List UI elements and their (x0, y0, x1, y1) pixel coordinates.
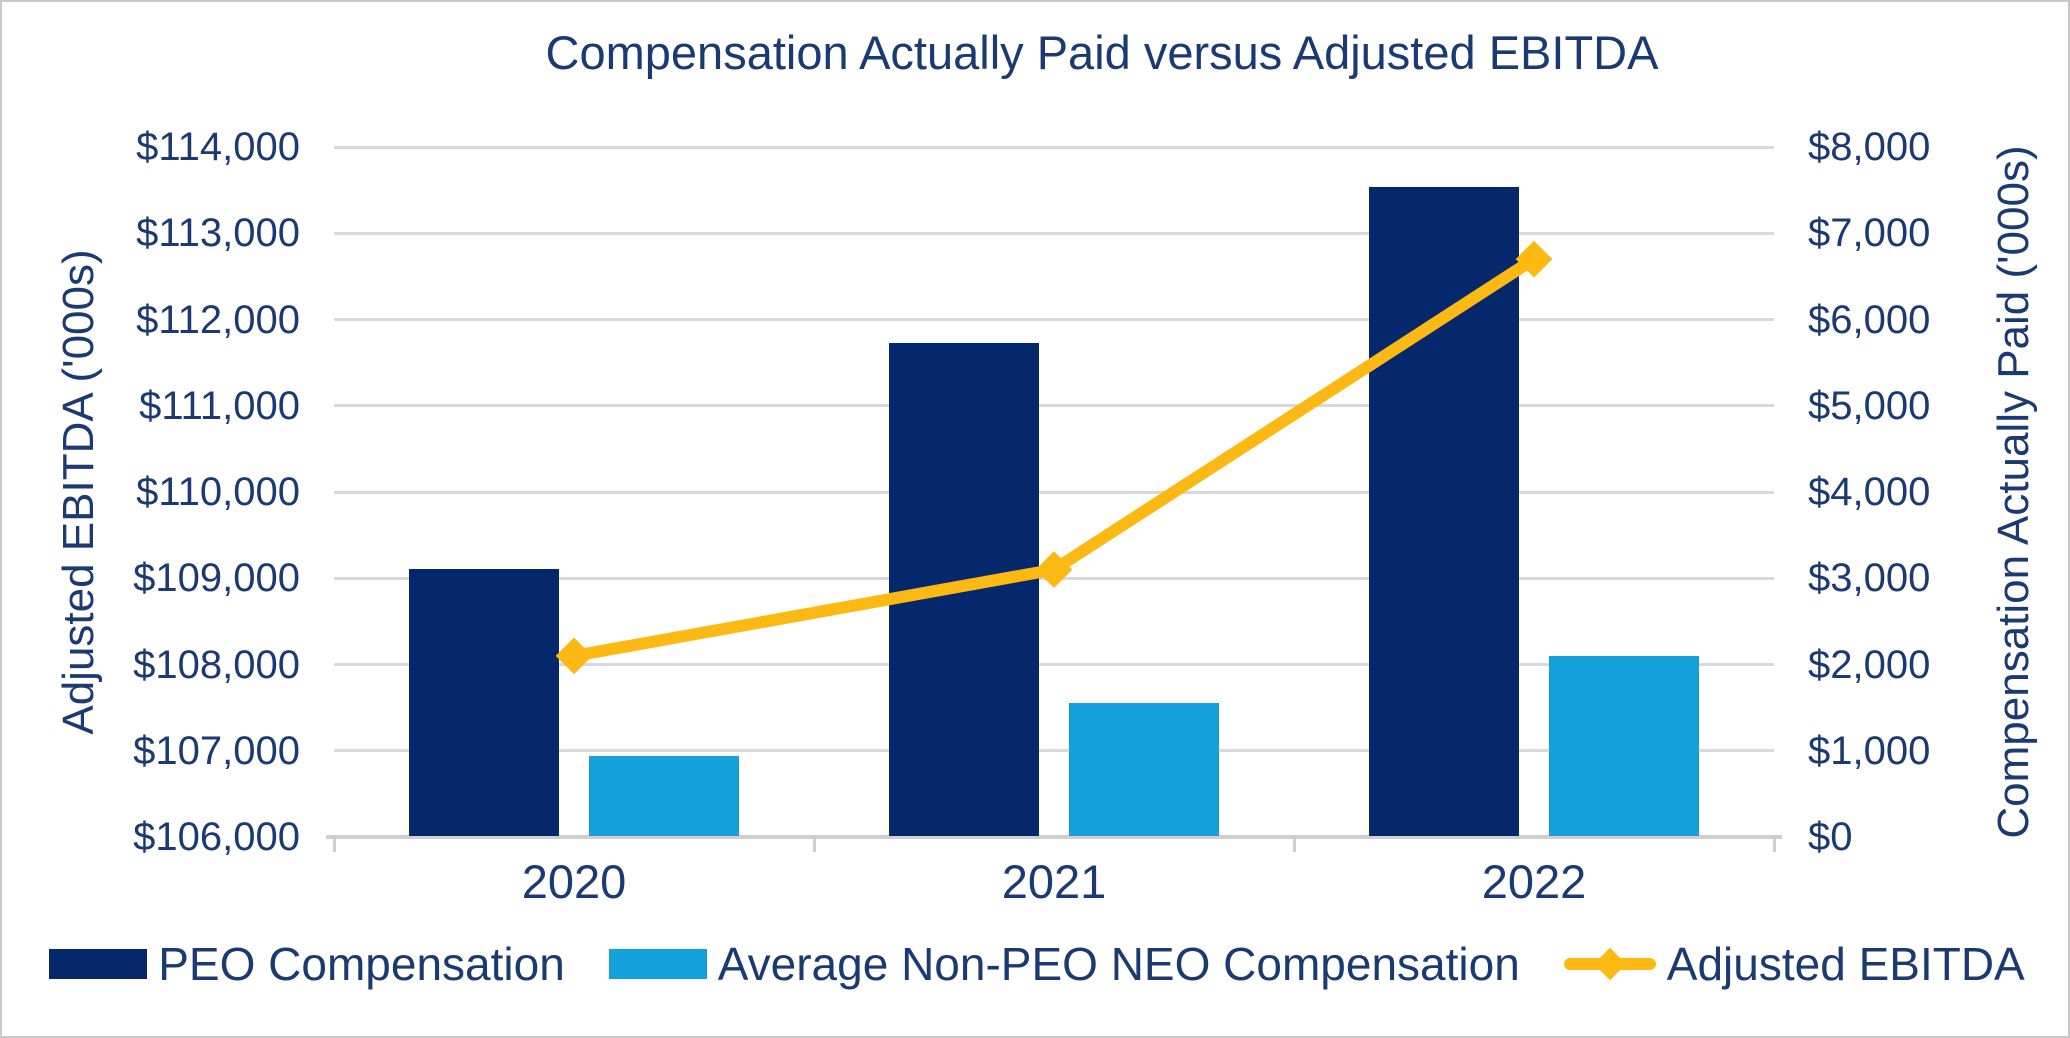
right-axis-tick-label: $6,000 (1808, 297, 1931, 342)
legend-item: Adjusted EBITDA (1563, 937, 2025, 991)
gridline (334, 749, 1774, 753)
right-axis-tick-label: $5,000 (1808, 383, 1931, 428)
bar-peo-compensation-2020 (409, 569, 559, 836)
x-axis-tick (332, 839, 336, 852)
right-axis-tick-label: $7,000 (1808, 211, 1931, 256)
legend-item: Average Non-PEO NEO Compensation (608, 937, 1520, 991)
left-axis-tick-label: $106,000 (133, 815, 300, 859)
x-axis-category-label: 2020 (521, 855, 627, 908)
x-axis-tick (1772, 839, 1776, 852)
x-axis-line (326, 835, 1782, 839)
legend-label: PEO Compensation (158, 938, 565, 990)
left-axis-tick-label: $113,000 (136, 211, 300, 256)
bar-average-non-peo-neo-compensation-2021 (1069, 702, 1219, 836)
legend: PEO Compensation Average Non-PEO NEO Comp… (2, 937, 2068, 991)
left-axis-tick-label: $108,000 (133, 642, 300, 687)
right-axis-tick-label: $4,000 (1808, 470, 1931, 514)
bar-average-non-peo-neo-compensation-2020 (589, 756, 739, 836)
right-axis-tick-label: $2,000 (1808, 642, 1931, 687)
x-axis-tick (812, 839, 816, 852)
gridline (334, 663, 1774, 666)
right-axis-tick-label: $1,000 (1808, 728, 1931, 773)
x-axis-category-label: 2021 (1001, 855, 1107, 908)
gridline (334, 318, 1774, 321)
gridline (334, 404, 1774, 408)
right-axis-tick-label: $3,000 (1808, 556, 1931, 601)
legend-line-swatch (1563, 947, 1656, 981)
right-axis-tick-label: $0 (1808, 815, 1853, 859)
bar-peo-compensation-2022 (1369, 186, 1519, 836)
left-axis-tick-label: $111,000 (139, 383, 300, 428)
x-axis-tick (1292, 839, 1296, 852)
left-axis-tick-label: $112,000 (136, 297, 300, 342)
legend-label: Adjusted EBITDA (1666, 938, 2025, 990)
legend-label: Average Non-PEO NEO Compensation (717, 938, 1520, 990)
legend-bar-swatch (49, 949, 148, 979)
right-axis-tick-label: $8,000 (1808, 125, 1931, 169)
legend-diamond-marker (1593, 947, 1627, 981)
left-axis-tick-label: $114,000 (136, 125, 300, 169)
x-axis-category-label: 2022 (1481, 855, 1587, 908)
chart-title: Compensation Actually Paid versus Adjust… (545, 26, 1659, 79)
left-axis-tick-label: $110,000 (136, 470, 300, 514)
bar-peo-compensation-2021 (889, 342, 1039, 836)
gridline (334, 145, 1774, 149)
left-axis-tick-label: $107,000 (133, 728, 300, 773)
legend-bar-swatch (608, 949, 707, 979)
gridline (334, 490, 1774, 494)
bar-average-non-peo-neo-compensation-2022 (1549, 655, 1699, 836)
gridline (334, 231, 1774, 235)
legend-item: PEO Compensation (49, 937, 565, 991)
left-axis-tick-label: $109,000 (133, 556, 300, 601)
